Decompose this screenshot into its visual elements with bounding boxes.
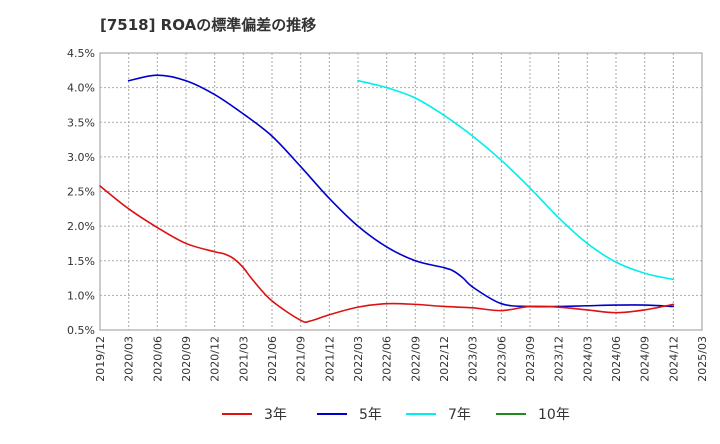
y-tick-label: 2.5% (67, 186, 95, 199)
x-tick-label: 2025/03 (696, 336, 709, 382)
x-tick-label: 2024/09 (639, 336, 652, 382)
x-tick-label: 2022/03 (352, 336, 365, 382)
x-tick-label: 2022/06 (381, 336, 394, 382)
y-tick-label: 2.0% (67, 220, 95, 233)
x-tick-label: 2020/12 (209, 336, 222, 382)
legend: 3年 5年 7年 10年 (222, 407, 570, 423)
series-line-0 (99, 185, 675, 324)
x-tick-label: 2021/09 (295, 336, 308, 382)
series-line-1 (127, 74, 675, 308)
x-tick-label: 2024/03 (581, 336, 594, 382)
x-tick-label: 2020/06 (151, 336, 164, 382)
y-tick-label: 3.0% (67, 151, 95, 164)
chart-title: [7518] ROAの標準偏差の推移 (100, 16, 316, 34)
x-tick-label: 2023/06 (495, 336, 508, 382)
x-tick-label: 2021/06 (266, 336, 279, 382)
x-tick-label: 2021/03 (237, 336, 250, 382)
legend-label: 7年 (448, 407, 471, 423)
y-tick-label: 4.5% (67, 47, 95, 60)
x-tick-label: 2024/06 (610, 336, 623, 382)
y-tick-label: 0.5% (67, 324, 95, 337)
series-line-2 (357, 79, 675, 281)
x-tick-label: 2023/03 (467, 336, 480, 382)
x-tick-label: 2020/09 (180, 336, 193, 382)
series-lines (99, 74, 675, 324)
y-tick-label: 3.5% (67, 116, 95, 129)
x-tick-label: 2021/12 (323, 336, 336, 382)
x-axis-ticks: 2019/12 2020/03 2020/06 2020/09 2020/12 2021/… (94, 336, 709, 382)
legend-label: 10年 (538, 407, 570, 423)
x-tick-label: 2023/09 (524, 336, 537, 382)
y-tick-label: 1.5% (67, 255, 95, 268)
legend-label: 5年 (359, 407, 382, 423)
y-axis-ticks: 0.5% 1.0% 1.5% 2.0% 2.5% 3.0% 3.5% 4.0% 4.5% (67, 47, 95, 337)
y-tick-label: 1.0% (67, 289, 95, 302)
legend-label: 3年 (264, 407, 287, 423)
x-tick-label: 2022/09 (409, 336, 422, 382)
grid (100, 53, 702, 330)
x-tick-label: 2019/12 (94, 336, 107, 382)
x-tick-label: 2023/12 (553, 336, 566, 382)
x-tick-label: 2020/03 (123, 336, 136, 382)
x-tick-label: 2024/12 (667, 336, 680, 382)
y-tick-label: 4.0% (67, 82, 95, 95)
x-tick-label: 2022/12 (438, 336, 451, 382)
